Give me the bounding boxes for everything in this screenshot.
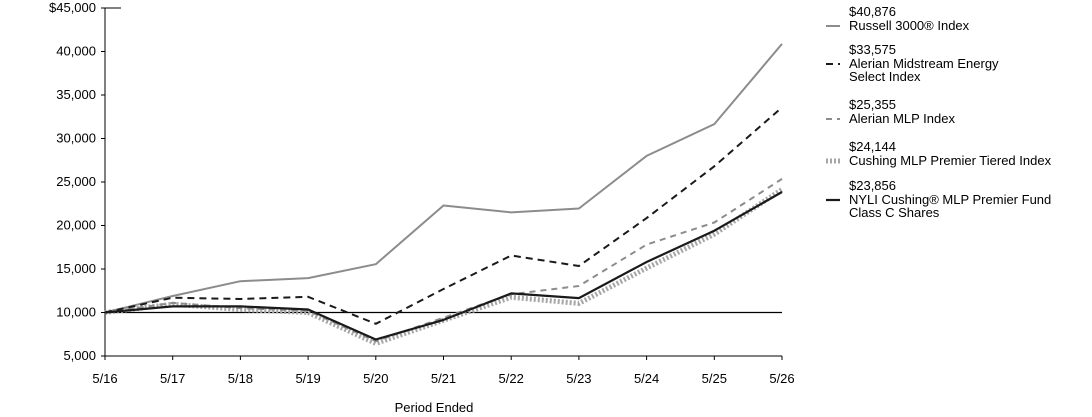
x-tick-label: 5/18 — [228, 371, 253, 386]
legend-series-name: Class C Shares — [849, 205, 940, 220]
series-line-4 — [104, 191, 783, 341]
legend-series-name: Select Index — [849, 69, 921, 84]
legend-series-name: Cushing MLP Premier Tiered Index — [849, 153, 1052, 168]
legend-series-name: NYLI Cushing® MLP Premier Fund — [849, 192, 1051, 207]
y-tick-label: 35,000 — [56, 87, 96, 102]
x-tick-label: 5/26 — [769, 371, 794, 386]
series-line-1 — [104, 106, 783, 325]
legend-series-name: Alerian MLP Index — [849, 111, 955, 126]
y-tick-label: 25,000 — [56, 174, 96, 189]
y-tick-label: 30,000 — [56, 131, 96, 146]
legend-end-value: $40,876 — [849, 4, 896, 19]
x-tick-label: 5/17 — [160, 371, 185, 386]
y-tick-label: 5,000 — [63, 348, 96, 363]
legend-end-value: $24,144 — [849, 139, 896, 154]
x-tick-label: 5/23 — [566, 371, 591, 386]
series-line-0 — [104, 43, 783, 314]
series-line-2 — [104, 178, 783, 343]
x-tick-label: 5/21 — [431, 371, 456, 386]
y-tick-label: 40,000 — [56, 44, 96, 59]
y-tick-label: 20,000 — [56, 218, 96, 233]
y-tick-label: 10,000 — [56, 305, 96, 320]
x-tick-label: 5/19 — [295, 371, 320, 386]
x-tick-label: 5/20 — [363, 371, 388, 386]
x-tick-label: 5/16 — [92, 371, 117, 386]
y-tick-label: $45,000 — [49, 0, 96, 15]
legend-end-value: $33,575 — [849, 42, 896, 57]
x-axis-label: Period Ended — [395, 400, 474, 415]
x-tick-label: 5/22 — [499, 371, 524, 386]
x-tick-label: 5/24 — [634, 371, 659, 386]
legend-series-name: Alerian Midstream Energy — [849, 56, 999, 71]
x-tick-label: 5/25 — [702, 371, 727, 386]
legend-end-value: $25,355 — [849, 97, 896, 112]
chart-axes: 5,000 10,000 15,000 20,000 25,000 30,000 35,00… — [49, 0, 795, 386]
legend-end-value: $23,856 — [849, 178, 896, 193]
series-lines — [104, 43, 784, 346]
legend-series-name: Russell 3000® Index — [849, 18, 970, 33]
y-tick-label: 15,000 — [56, 261, 96, 276]
